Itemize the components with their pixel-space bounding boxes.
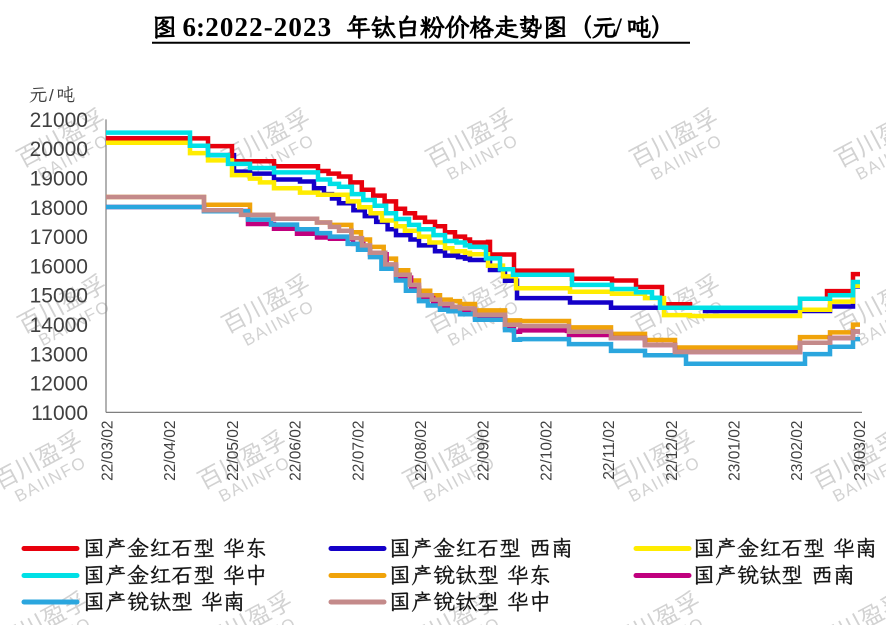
svg-text:22/10/02: 22/10/02 [538,421,555,481]
svg-text:11000: 11000 [31,402,88,425]
svg-text:22/12/02: 22/12/02 [664,421,681,481]
svg-text:21000: 21000 [30,109,88,132]
svg-text:23/03/02: 23/03/02 [852,421,869,481]
svg-text:20000: 20000 [30,138,88,161]
svg-text:12000: 12000 [30,373,88,396]
svg-text:23/01/02: 23/01/02 [727,421,744,481]
svg-text:13000: 13000 [30,343,88,366]
svg-text:22/09/02: 22/09/02 [476,421,493,481]
svg-text:19000: 19000 [30,168,88,191]
svg-text:22/11/02: 22/11/02 [601,421,618,480]
svg-text:23/02/02: 23/02/02 [789,421,806,481]
svg-text:22/03/02: 22/03/02 [100,421,117,481]
svg-text:6:: 6: [183,12,206,42]
svg-text:17000: 17000 [30,226,88,249]
svg-text:22/06/02: 22/06/02 [288,421,305,481]
svg-text:2022-2023: 2022-2023 [205,12,332,42]
svg-text:14000: 14000 [30,314,88,337]
svg-text:/: / [49,86,54,105]
svg-text:22/08/02: 22/08/02 [413,421,430,481]
svg-text:22/05/02: 22/05/02 [225,421,242,481]
svg-text:16000: 16000 [30,255,88,278]
svg-text:18000: 18000 [30,197,88,220]
svg-text:22/04/02: 22/04/02 [162,421,179,481]
svg-text:/: / [614,13,623,42]
svg-text:22/07/02: 22/07/02 [350,421,367,481]
svg-text:15000: 15000 [30,285,88,308]
